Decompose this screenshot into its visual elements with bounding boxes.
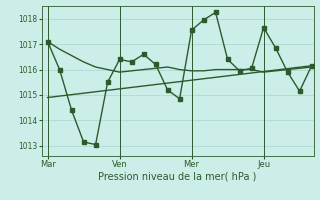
X-axis label: Pression niveau de la mer( hPa ): Pression niveau de la mer( hPa )	[99, 172, 257, 182]
